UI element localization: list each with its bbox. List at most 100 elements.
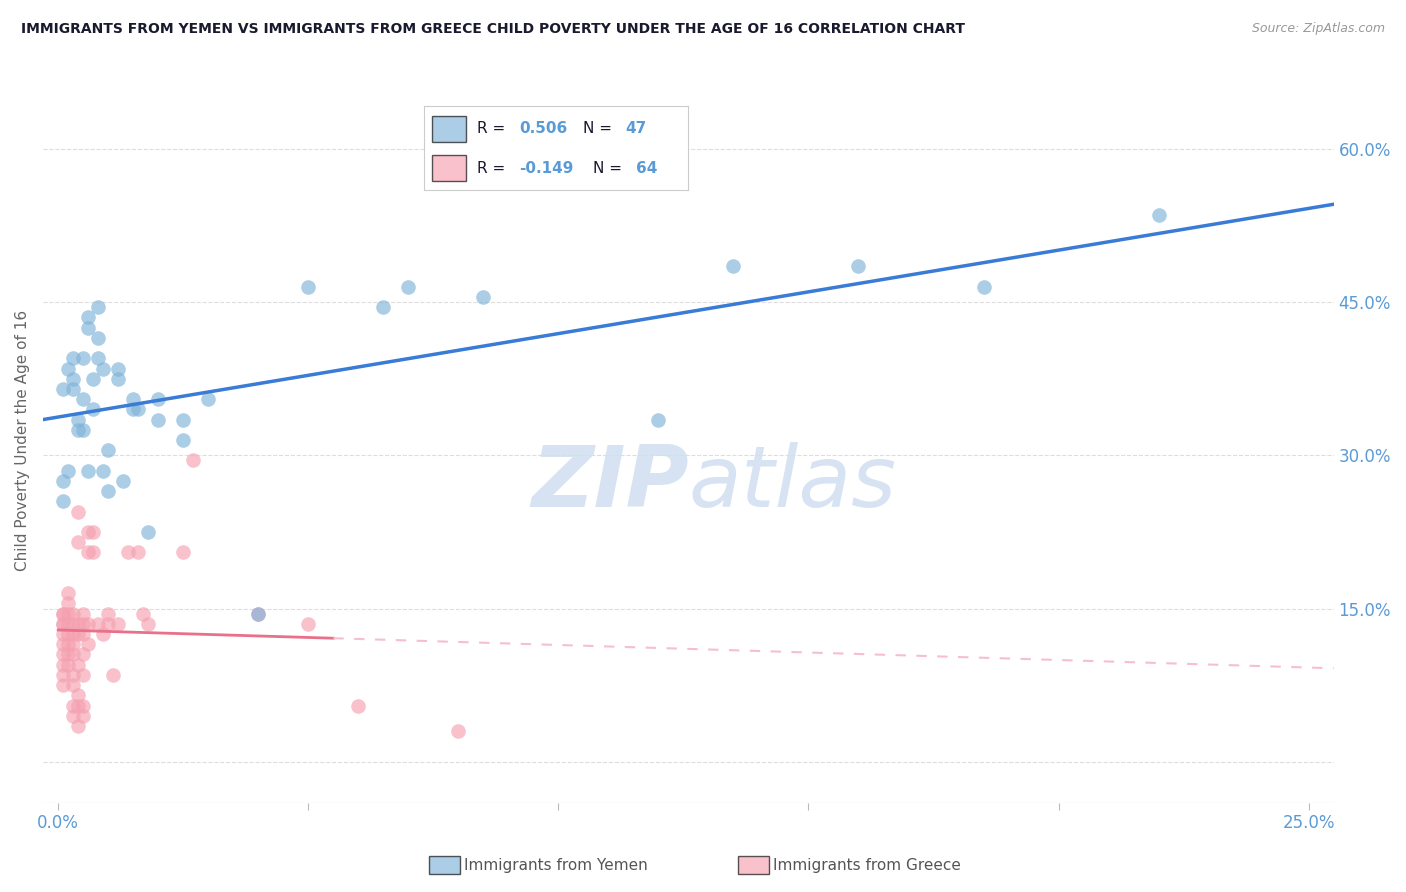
Text: ZIP: ZIP xyxy=(531,442,689,525)
Text: IMMIGRANTS FROM YEMEN VS IMMIGRANTS FROM GREECE CHILD POVERTY UNDER THE AGE OF 1: IMMIGRANTS FROM YEMEN VS IMMIGRANTS FROM… xyxy=(21,22,965,37)
Point xyxy=(67,535,90,549)
Point xyxy=(447,724,470,739)
Point xyxy=(52,616,75,631)
Point xyxy=(172,412,194,426)
Point xyxy=(723,260,745,274)
Point xyxy=(58,637,80,651)
Point xyxy=(82,372,104,386)
Point xyxy=(97,443,120,458)
Point xyxy=(72,392,94,406)
Point xyxy=(396,280,419,294)
Point xyxy=(62,698,84,713)
Point xyxy=(67,504,90,518)
Point xyxy=(52,382,75,396)
Text: Source: ZipAtlas.com: Source: ZipAtlas.com xyxy=(1251,22,1385,36)
Point xyxy=(117,545,139,559)
Point xyxy=(72,351,94,366)
Point xyxy=(297,616,319,631)
Point xyxy=(97,607,120,621)
Point xyxy=(77,320,100,334)
Point xyxy=(72,708,94,723)
Point xyxy=(472,290,495,304)
Point xyxy=(347,698,370,713)
Point xyxy=(87,616,110,631)
Point xyxy=(82,402,104,417)
Point xyxy=(136,616,159,631)
Point xyxy=(58,616,80,631)
Point xyxy=(107,372,129,386)
Point xyxy=(67,627,90,641)
Point xyxy=(62,637,84,651)
Point xyxy=(247,607,270,621)
Point xyxy=(52,607,75,621)
Point xyxy=(647,412,669,426)
Point xyxy=(72,668,94,682)
Point xyxy=(52,657,75,672)
Point xyxy=(62,627,84,641)
Point xyxy=(91,361,114,376)
Point xyxy=(373,300,395,314)
Point xyxy=(77,545,100,559)
Text: atlas: atlas xyxy=(689,442,897,525)
Point xyxy=(72,607,94,621)
Point xyxy=(122,402,145,417)
Point xyxy=(62,372,84,386)
Point xyxy=(77,524,100,539)
Point xyxy=(97,484,120,499)
Point xyxy=(52,668,75,682)
Point xyxy=(58,586,80,600)
Point xyxy=(136,524,159,539)
Point xyxy=(87,351,110,366)
Point xyxy=(82,524,104,539)
Point xyxy=(127,545,149,559)
Text: Immigrants from Yemen: Immigrants from Yemen xyxy=(464,858,648,872)
Point xyxy=(112,474,135,488)
Point xyxy=(62,648,84,662)
Point xyxy=(62,351,84,366)
Point xyxy=(197,392,219,406)
Point xyxy=(62,607,84,621)
Point xyxy=(62,668,84,682)
Point xyxy=(58,648,80,662)
Point xyxy=(58,657,80,672)
Point xyxy=(77,637,100,651)
Point xyxy=(52,607,75,621)
Point xyxy=(58,607,80,621)
Point xyxy=(72,423,94,437)
Point xyxy=(148,392,170,406)
Point xyxy=(172,433,194,447)
Point xyxy=(62,678,84,692)
Point xyxy=(52,648,75,662)
Point xyxy=(67,689,90,703)
Point xyxy=(1147,208,1170,222)
Point xyxy=(103,668,125,682)
Point xyxy=(67,412,90,426)
Point xyxy=(77,310,100,325)
Text: Immigrants from Greece: Immigrants from Greece xyxy=(773,858,962,872)
Point xyxy=(62,616,84,631)
Point xyxy=(67,719,90,733)
Point xyxy=(87,300,110,314)
Point xyxy=(122,392,145,406)
Point xyxy=(148,412,170,426)
Point xyxy=(52,627,75,641)
Point xyxy=(297,280,319,294)
Point xyxy=(77,464,100,478)
Point xyxy=(67,423,90,437)
Point xyxy=(973,280,995,294)
Point xyxy=(72,616,94,631)
Point xyxy=(107,616,129,631)
Point xyxy=(67,698,90,713)
Point xyxy=(91,627,114,641)
Point xyxy=(58,464,80,478)
Point xyxy=(62,382,84,396)
Point xyxy=(77,616,100,631)
Y-axis label: Child Poverty Under the Age of 16: Child Poverty Under the Age of 16 xyxy=(15,310,30,571)
Point xyxy=(181,453,204,467)
Point xyxy=(58,596,80,610)
Point xyxy=(72,648,94,662)
Point xyxy=(52,474,75,488)
Point xyxy=(82,545,104,559)
Point xyxy=(72,698,94,713)
Point xyxy=(67,616,90,631)
